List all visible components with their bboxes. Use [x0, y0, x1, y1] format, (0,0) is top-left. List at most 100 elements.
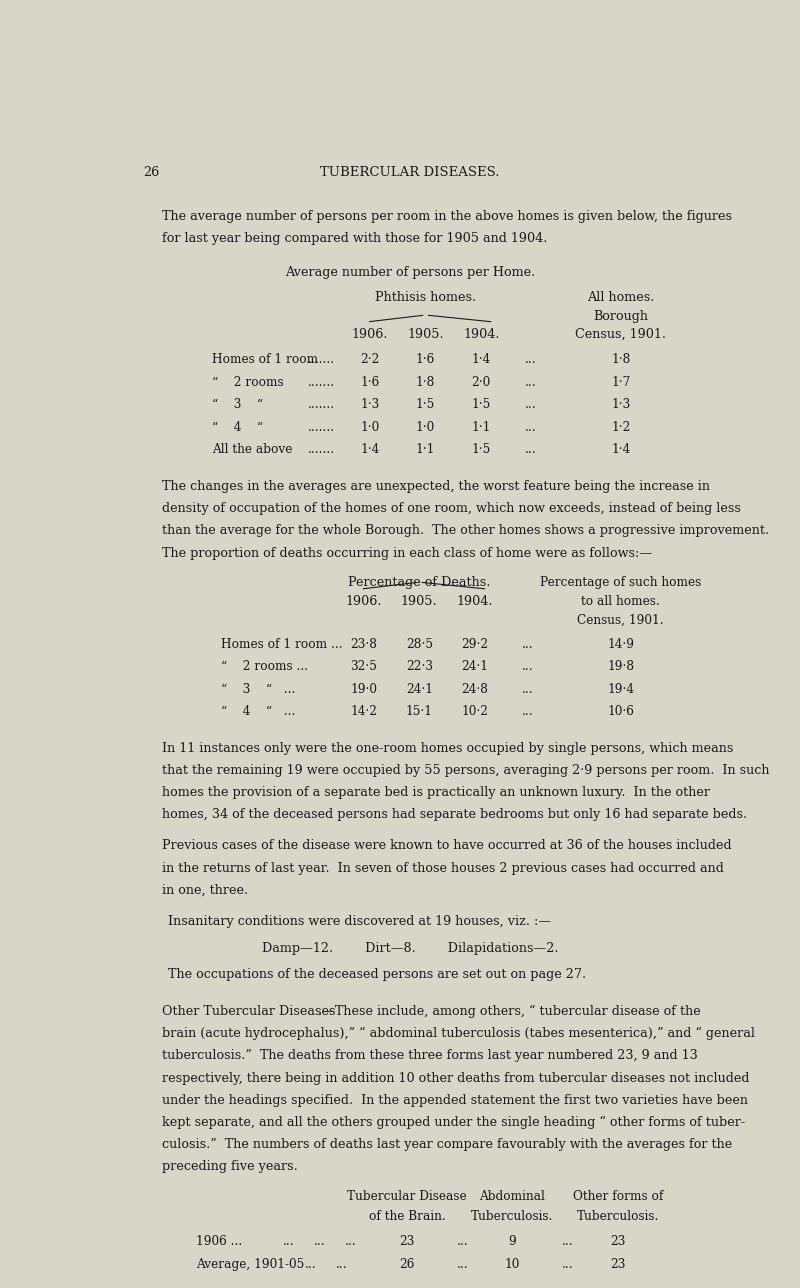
Text: ...: ...	[522, 683, 534, 696]
Text: 10·2: 10·2	[462, 706, 489, 719]
Text: 1905.: 1905.	[401, 595, 438, 608]
Text: 1·6: 1·6	[360, 376, 379, 389]
Text: to all homes.: to all homes.	[582, 595, 660, 608]
Text: 1904.: 1904.	[457, 595, 494, 608]
Text: In 11 instances only were the one-room homes occupied by single persons, which m: In 11 instances only were the one-room h…	[162, 742, 734, 755]
Text: The occupations of the deceased persons are set out on page 27.: The occupations of the deceased persons …	[168, 969, 586, 981]
Text: 1·1: 1·1	[416, 443, 435, 456]
Text: 1·5: 1·5	[416, 398, 435, 411]
Text: 32·5: 32·5	[350, 661, 377, 674]
Text: 2·2: 2·2	[360, 353, 379, 366]
Text: Other forms of: Other forms of	[573, 1190, 663, 1203]
Text: that the remaining 19 were occupied by 55 persons, averaging 2·9 persons per roo: that the remaining 19 were occupied by 5…	[162, 764, 770, 777]
Text: Homes of 1 room ...: Homes of 1 room ...	[221, 638, 342, 650]
Text: Census, 1901.: Census, 1901.	[575, 328, 666, 341]
Text: 1·4: 1·4	[611, 443, 630, 456]
Text: “    3    “: “ 3 “	[211, 398, 262, 411]
Text: The changes in the averages are unexpected, the worst feature being the increase: The changes in the averages are unexpect…	[162, 480, 710, 493]
Text: 15·1: 15·1	[406, 706, 433, 719]
Text: 1·2: 1·2	[611, 421, 630, 434]
Text: Average number of persons per Home.: Average number of persons per Home.	[285, 267, 535, 279]
Text: Tuberculosis.: Tuberculosis.	[471, 1209, 554, 1222]
Text: ...: ...	[457, 1235, 468, 1248]
Text: The average number of persons per room in the above homes is given below, the fi: The average number of persons per room i…	[162, 210, 732, 223]
Text: 1906.: 1906.	[351, 328, 388, 341]
Text: ...: ...	[283, 1235, 294, 1248]
Text: 26: 26	[143, 166, 160, 179]
Text: 29·2: 29·2	[462, 638, 489, 650]
Text: “    2 rooms ...: “ 2 rooms ...	[221, 661, 308, 674]
Text: 1·0: 1·0	[360, 421, 379, 434]
Text: 1·1: 1·1	[472, 421, 491, 434]
Text: 22·3: 22·3	[406, 661, 433, 674]
Text: ...: ...	[525, 353, 537, 366]
Text: Damp—12.        Dirt—8.        Dilapidations—2.: Damp—12. Dirt—8. Dilapidations—2.	[262, 942, 558, 954]
Text: Average, 1901-05: Average, 1901-05	[196, 1258, 304, 1271]
Text: The proportion of deaths occurring in each class of home were as follows:—: The proportion of deaths occurring in ea…	[162, 546, 652, 559]
Text: Homes of 1 room: Homes of 1 room	[211, 353, 318, 366]
Text: Tuberculosis.: Tuberculosis.	[577, 1209, 659, 1222]
Text: 1906.: 1906.	[346, 595, 382, 608]
Text: “    4    “: “ 4 “	[211, 421, 262, 434]
Text: 23: 23	[399, 1235, 414, 1248]
Text: .......: .......	[308, 443, 335, 456]
Text: 10·6: 10·6	[607, 706, 634, 719]
Text: ...: ...	[522, 638, 534, 650]
Text: 24·1: 24·1	[462, 661, 489, 674]
Text: 28·5: 28·5	[406, 638, 433, 650]
Text: of the Brain.: of the Brain.	[369, 1209, 446, 1222]
Text: “    2 rooms: “ 2 rooms	[211, 376, 283, 389]
Text: density of occupation of the homes of one room, which now exceeds, instead of be: density of occupation of the homes of on…	[162, 502, 741, 515]
Text: 10: 10	[505, 1258, 520, 1271]
Text: 19·0: 19·0	[350, 683, 377, 696]
Text: 14·2: 14·2	[350, 706, 377, 719]
Text: ...: ...	[525, 398, 537, 411]
Text: 19·8: 19·8	[607, 661, 634, 674]
Text: tuberculosis.”  The deaths from these three forms last year numbered 23, 9 and 1: tuberculosis.” The deaths from these thr…	[162, 1050, 698, 1063]
Text: .......: .......	[308, 353, 335, 366]
Text: ...: ...	[345, 1235, 357, 1248]
Text: 1·3: 1·3	[360, 398, 379, 411]
Text: ...: ...	[457, 1258, 468, 1271]
Text: 23: 23	[610, 1235, 626, 1248]
Text: ...: ...	[305, 1258, 316, 1271]
Text: 24·1: 24·1	[406, 683, 433, 696]
Text: ...: ...	[562, 1235, 574, 1248]
Text: ...: ...	[522, 706, 534, 719]
Text: ...: ...	[525, 443, 537, 456]
Text: homes, 34 of the deceased persons had separate bedrooms but only 16 had separate: homes, 34 of the deceased persons had se…	[162, 809, 747, 822]
Text: ...: ...	[336, 1258, 347, 1271]
Text: 24·8: 24·8	[462, 683, 489, 696]
Text: homes the provision of a separate bed is practically an unknown luxury.  In the : homes the provision of a separate bed is…	[162, 786, 710, 800]
Text: 1·5: 1·5	[472, 443, 491, 456]
Text: in the returns of last year.  In seven of those houses 2 previous cases had occu: in the returns of last year. In seven of…	[162, 862, 724, 875]
Text: 1904.: 1904.	[463, 328, 499, 341]
Text: Tubercular Disease: Tubercular Disease	[347, 1190, 466, 1203]
Text: “    4    “   ...: “ 4 “ ...	[221, 706, 295, 719]
Text: preceding five years.: preceding five years.	[162, 1160, 298, 1173]
Text: 1·5: 1·5	[472, 398, 491, 411]
Text: 1·7: 1·7	[611, 376, 630, 389]
Text: ...: ...	[522, 661, 534, 674]
Text: 1·0: 1·0	[416, 421, 435, 434]
Text: ...: ...	[314, 1235, 326, 1248]
Text: under the headings specified.  In the appended statement the first two varieties: under the headings specified. In the app…	[162, 1094, 748, 1106]
Text: 1·4: 1·4	[360, 443, 379, 456]
Text: 1·4: 1·4	[472, 353, 491, 366]
Text: kept separate, and all the others grouped under the single heading “ other forms: kept separate, and all the others groupe…	[162, 1115, 745, 1130]
Text: 1·6: 1·6	[416, 353, 435, 366]
Text: .......: .......	[308, 421, 335, 434]
Text: Previous cases of the disease were known to have occurred at 36 of the houses in: Previous cases of the disease were known…	[162, 840, 732, 853]
Text: .—These include, among others, “ tubercular disease of the: .—These include, among others, “ tubercu…	[318, 1005, 701, 1018]
Text: ...: ...	[525, 421, 537, 434]
Text: All homes.: All homes.	[587, 291, 654, 304]
Text: respectively, there being in addition 10 other deaths from tubercular diseases n: respectively, there being in addition 10…	[162, 1072, 750, 1084]
Text: Percentage of such homes: Percentage of such homes	[540, 576, 702, 589]
Text: 1905.: 1905.	[407, 328, 444, 341]
Text: .......: .......	[308, 398, 335, 411]
Text: culosis.”  The numbers of deaths last year compare favourably with the averages : culosis.” The numbers of deaths last yea…	[162, 1139, 732, 1151]
Text: Abdominal: Abdominal	[479, 1190, 546, 1203]
Text: ...: ...	[562, 1258, 574, 1271]
Text: 1·3: 1·3	[611, 398, 630, 411]
Text: .......: .......	[308, 376, 335, 389]
